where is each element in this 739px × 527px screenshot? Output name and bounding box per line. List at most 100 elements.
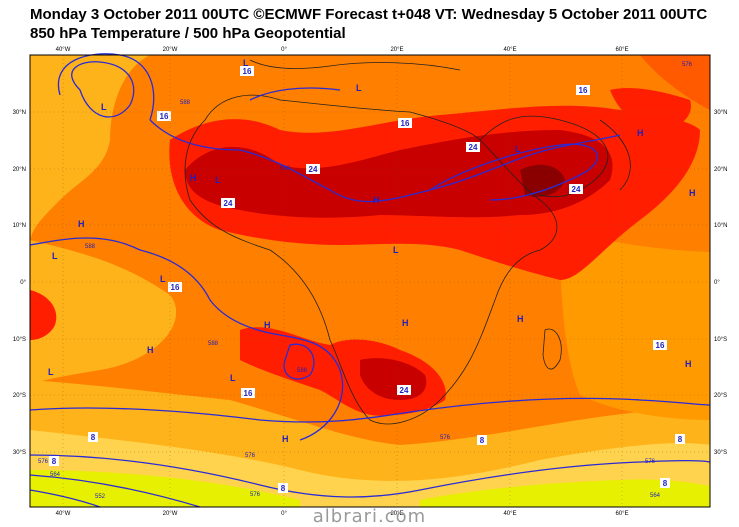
lon-tick-bottom: 20°E xyxy=(390,511,403,517)
geo-label: 588 xyxy=(85,244,96,250)
temp-label: 24 xyxy=(224,199,233,208)
lat-tick-right: 10°N xyxy=(714,223,727,229)
pressure-centers: L L L L L L L L L L H H H H H H H H H H … xyxy=(48,58,696,444)
arabia-peak xyxy=(520,164,565,197)
geo-label: 588 xyxy=(280,166,291,172)
lon-tick-top: 20°W xyxy=(163,47,178,53)
lon-tick-top: 60°E xyxy=(615,47,628,53)
geo-540-line xyxy=(29,489,101,508)
high-marker: H xyxy=(190,173,197,183)
geo-label: 576 xyxy=(645,459,656,465)
lon-tick-bottom: 60°E xyxy=(615,511,628,517)
asia-hot xyxy=(610,88,691,130)
temp-label: 24 xyxy=(309,165,318,174)
temp-label: 16 xyxy=(171,283,180,292)
low-marker: L xyxy=(356,83,362,93)
geo-588-west xyxy=(29,237,344,441)
geo-label: 576 xyxy=(245,453,256,459)
lon-tick-bottom: 40°W xyxy=(56,511,71,517)
temp-label: 16 xyxy=(243,67,252,76)
low-marker: L xyxy=(215,175,221,185)
lat-tick-left: 20°N xyxy=(13,167,26,173)
west-light-orange xyxy=(30,55,150,245)
temp-label: 24 xyxy=(400,386,409,395)
geo-label: 576 xyxy=(38,459,49,465)
lat-tick-left: 10°N xyxy=(13,223,26,229)
geo-552-line xyxy=(29,474,201,508)
geo-564-line xyxy=(29,454,711,498)
left-axis: 30°N 20°N 10°N 0° 10°S 20°S 30°S xyxy=(13,110,27,456)
geo-label: 552 xyxy=(95,494,106,500)
geo-576-line xyxy=(29,397,711,423)
geo-label: 576 xyxy=(682,62,693,68)
temp-label: 24 xyxy=(572,185,581,194)
map-title-line1: Monday 3 October 2011 00UTC ©ECMWF Forec… xyxy=(30,6,708,23)
geopotential-label-group: 588 588 588 588 588 576 576 576 576 576 … xyxy=(38,62,693,500)
geo-north-fragment xyxy=(249,87,341,101)
high-marker: H xyxy=(689,188,696,198)
top-axis: 40°W 20°W 0° 20°E 40°E 60°E xyxy=(56,47,629,53)
temp-label: 8 xyxy=(91,433,96,442)
lat-tick-left: 30°S xyxy=(13,450,26,456)
geo-label: 564 xyxy=(650,493,661,499)
high-marker: H xyxy=(282,434,289,444)
geo-label: 588 xyxy=(208,341,219,347)
atlantic-hot-blob xyxy=(30,290,57,340)
ne-dark-orange xyxy=(640,55,710,110)
temperature-label-group: 16 16 16 24 24 24 24 16 16 16 24 16 8 8 … xyxy=(49,66,685,493)
geo-label: 576 xyxy=(250,492,261,498)
low-marker: L xyxy=(393,245,399,255)
lat-tick-left: 10°S xyxy=(13,337,26,343)
temp-label: 16 xyxy=(579,86,588,95)
watermark: albrari.com xyxy=(312,506,427,527)
low-marker: L xyxy=(160,274,166,284)
geo-588-north xyxy=(149,119,621,203)
map-frame xyxy=(29,54,711,508)
lon-tick-bottom: 40°E xyxy=(503,511,516,517)
low-marker: L xyxy=(243,58,249,68)
high-marker: H xyxy=(147,345,154,355)
high-marker: H xyxy=(78,219,85,229)
lon-tick-top: 40°E xyxy=(503,47,516,53)
temperature-field xyxy=(30,55,710,507)
lime-south-east xyxy=(420,479,710,507)
lon-tick-top: 0° xyxy=(281,47,287,53)
low-center-contour xyxy=(71,61,135,118)
geo-588-small-high xyxy=(283,343,315,380)
europe-coast xyxy=(249,59,461,71)
atlantic-light-orange xyxy=(30,240,177,385)
right-axis: 30°N 20°N 10°N 0° 10°S 20°S 30°S xyxy=(714,110,727,456)
lon-tick-top: 20°E xyxy=(390,47,403,53)
high-marker: H xyxy=(402,318,409,328)
temperature-map: 16 16 16 24 24 24 24 16 16 16 24 16 8 8 … xyxy=(13,47,728,517)
lat-tick-left: 0° xyxy=(20,280,26,286)
temp-label: 8 xyxy=(52,457,57,466)
geopotential-contours xyxy=(29,53,711,508)
temp-label: 8 xyxy=(663,479,668,488)
low-marker: L xyxy=(230,373,236,383)
high-marker: H xyxy=(373,195,380,205)
high-marker: H xyxy=(264,320,271,330)
madagascar-coast xyxy=(542,328,562,370)
low-marker: L xyxy=(48,367,54,377)
lat-tick-left: 20°S xyxy=(13,393,26,399)
temp-label: 8 xyxy=(480,436,485,445)
lon-tick-top: 40°W xyxy=(56,47,71,53)
lon-tick-bottom: 20°W xyxy=(163,511,178,517)
lat-tick-right: 20°S xyxy=(714,393,727,399)
lat-tick-right: 30°S xyxy=(714,450,727,456)
sahara-hottest-zone xyxy=(185,130,613,218)
map-title-line2: 850 hPa Temperature / 500 hPa Geopotenti… xyxy=(30,25,346,42)
geo-label: 588 xyxy=(297,368,308,374)
high-marker: H xyxy=(637,128,644,138)
lat-tick-left: 30°N xyxy=(13,110,26,116)
low-marker: L xyxy=(101,102,107,112)
low-marker: L xyxy=(515,144,521,154)
low-marker: L xyxy=(52,251,58,261)
temp-label: 16 xyxy=(401,119,410,128)
lat-tick-right: 10°S xyxy=(714,337,727,343)
lat-tick-right: 20°N xyxy=(714,167,727,173)
high-marker: H xyxy=(517,314,524,324)
indian-ocean-orange xyxy=(560,230,710,420)
temp-label: 24 xyxy=(469,143,478,152)
